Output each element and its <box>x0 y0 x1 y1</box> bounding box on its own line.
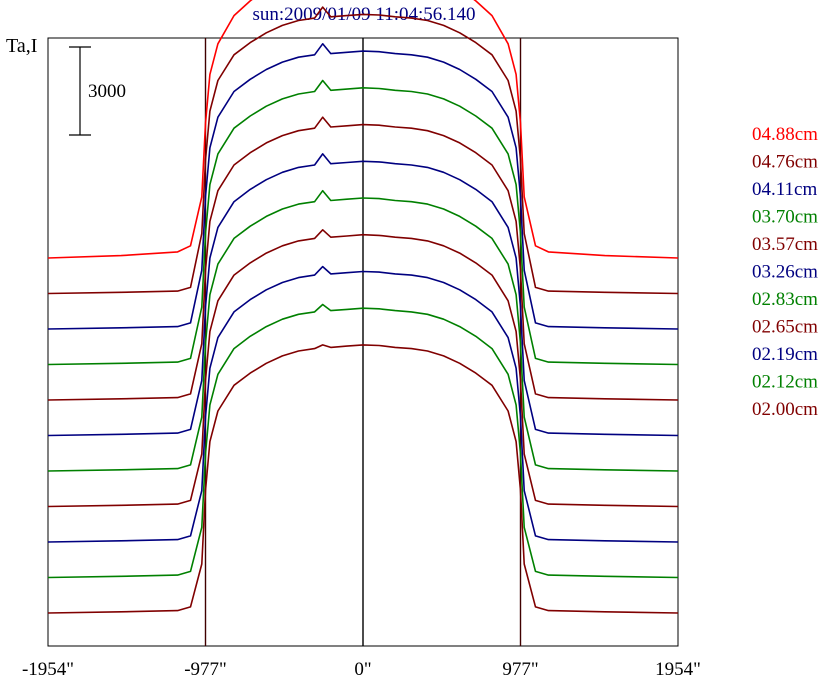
y-axis-label: Ta,I <box>6 35 37 57</box>
series-line-02.19cm <box>47 265 679 543</box>
legend-entry-02.00cm: 02.00cm <box>752 399 818 420</box>
x-tick-labels: -1954" -977" 0" 977" 1954" <box>22 659 701 680</box>
reference-lines <box>204 38 522 646</box>
series-line-02.12cm <box>47 303 679 579</box>
series-line-02.65cm <box>47 229 679 508</box>
legend-entry-04.88cm: 04.88cm <box>752 124 818 145</box>
series-line-03.70cm <box>47 79 679 366</box>
legend: 04.88cm 04.76cm 04.11cm 03.70cm 03.57cm 03.26… <box>752 124 818 420</box>
legend-entry-04.76cm: 04.76cm <box>752 152 818 173</box>
legend-entry-02.12cm: 02.12cm <box>752 372 818 393</box>
legend-entry-02.83cm: 02.83cm <box>752 289 818 310</box>
x-tick-label: 0" <box>354 659 371 680</box>
legend-entry-04.11cm: 04.11cm <box>752 179 817 200</box>
series-line-04.88cm <box>47 0 679 259</box>
series-line-04.76cm <box>47 6 679 295</box>
series-line-04.11cm <box>47 42 679 330</box>
x-tick-label: -977" <box>184 659 227 680</box>
legend-entry-03.57cm: 03.57cm <box>752 234 818 255</box>
series-line-03.57cm <box>47 116 679 401</box>
scale-bar: 3000 <box>69 46 126 136</box>
series-line-02.83cm <box>47 189 679 472</box>
series-line-03.26cm <box>47 153 679 437</box>
legend-entry-02.19cm: 02.19cm <box>752 344 818 365</box>
x-tick-label: 977" <box>502 659 538 680</box>
scale-bar-label: 3000 <box>88 81 126 102</box>
x-tick-label: 1954" <box>655 659 701 680</box>
x-tick-label: -1954" <box>22 659 74 680</box>
legend-entry-03.70cm: 03.70cm <box>752 207 818 228</box>
series-lines <box>47 0 679 614</box>
legend-entry-03.26cm: 03.26cm <box>752 262 818 283</box>
series-line-02.00cm <box>47 344 679 614</box>
legend-entry-02.65cm: 02.65cm <box>752 317 818 338</box>
